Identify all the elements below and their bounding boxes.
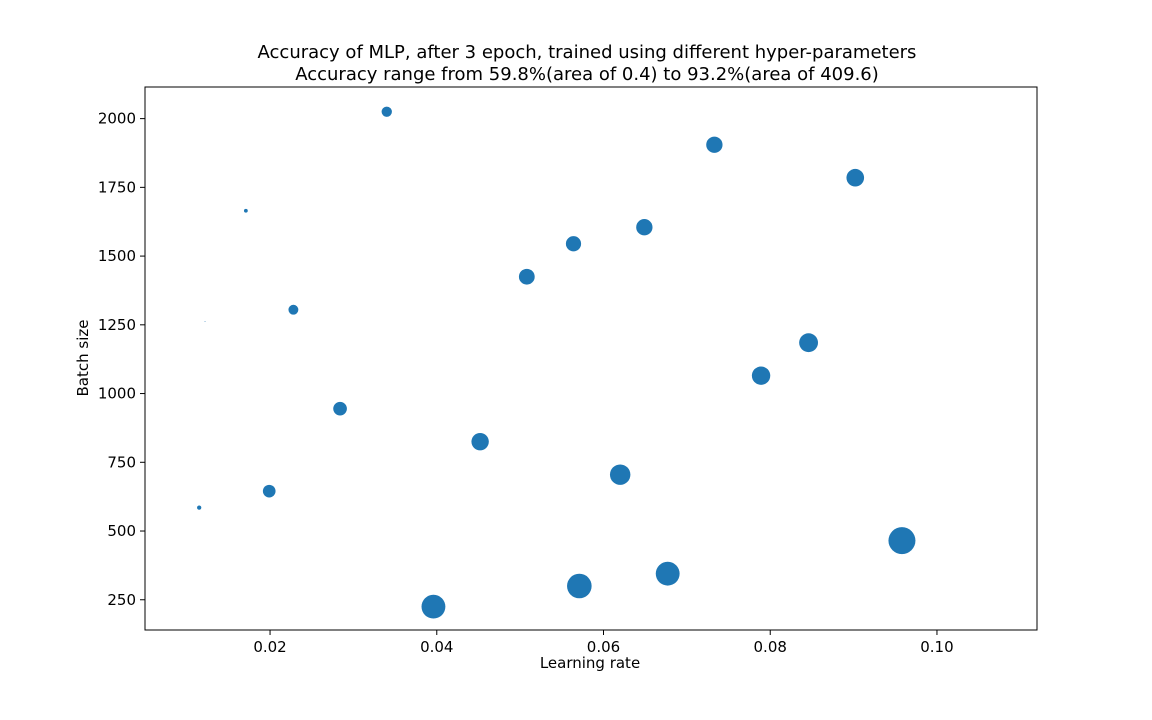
y-tick-label: 1500	[98, 247, 136, 265]
data-point	[636, 219, 653, 236]
plot-area	[144, 86, 1038, 631]
data-point	[751, 366, 771, 385]
data-point	[381, 106, 392, 117]
y-tick-label: 1250	[98, 316, 136, 334]
data-point	[262, 484, 276, 498]
x-tick-label: 0.04	[420, 638, 453, 656]
data-point	[846, 168, 865, 187]
data-point	[565, 236, 582, 252]
data-point	[518, 268, 535, 285]
data-point	[471, 432, 489, 451]
data-point	[288, 304, 299, 315]
x-tick-label: 0.10	[920, 638, 953, 656]
y-tick-label: 750	[107, 453, 136, 471]
data-point	[243, 208, 248, 213]
x-tick-label: 0.08	[754, 638, 787, 656]
data-point	[197, 505, 202, 510]
chart-title: Accuracy of MLP, after 3 epoch, trained …	[258, 42, 917, 63]
data-points	[197, 106, 916, 619]
data-point	[655, 561, 680, 586]
y-tick-label: 1000	[98, 385, 136, 403]
y-tick-label: 500	[107, 522, 136, 540]
chart-subtitle: Accuracy range from 59.8%(area of 0.4) t…	[295, 64, 879, 85]
y-tick-label: 2000	[98, 110, 136, 128]
data-point	[333, 401, 347, 416]
x-tick-label: 0.06	[587, 638, 620, 656]
y-tick-label: 1750	[98, 178, 136, 196]
data-point	[204, 321, 206, 322]
data-point	[567, 573, 592, 599]
data-point	[609, 464, 631, 485]
x-tick-label: 0.02	[253, 638, 286, 656]
x-axis-ticks: 0.02 0.04 0.06 0.08 0.10	[253, 630, 954, 656]
y-tick-label: 250	[107, 591, 136, 609]
y-axis-ticks: 250 500 750 1000 1250 1500 1750 2000	[98, 110, 145, 609]
data-point	[706, 136, 723, 153]
data-point	[799, 333, 819, 353]
data-point	[888, 527, 916, 555]
y-axis-label: Batch size	[74, 320, 92, 397]
x-axis-label: Learning rate	[540, 654, 640, 672]
data-point	[421, 594, 446, 619]
